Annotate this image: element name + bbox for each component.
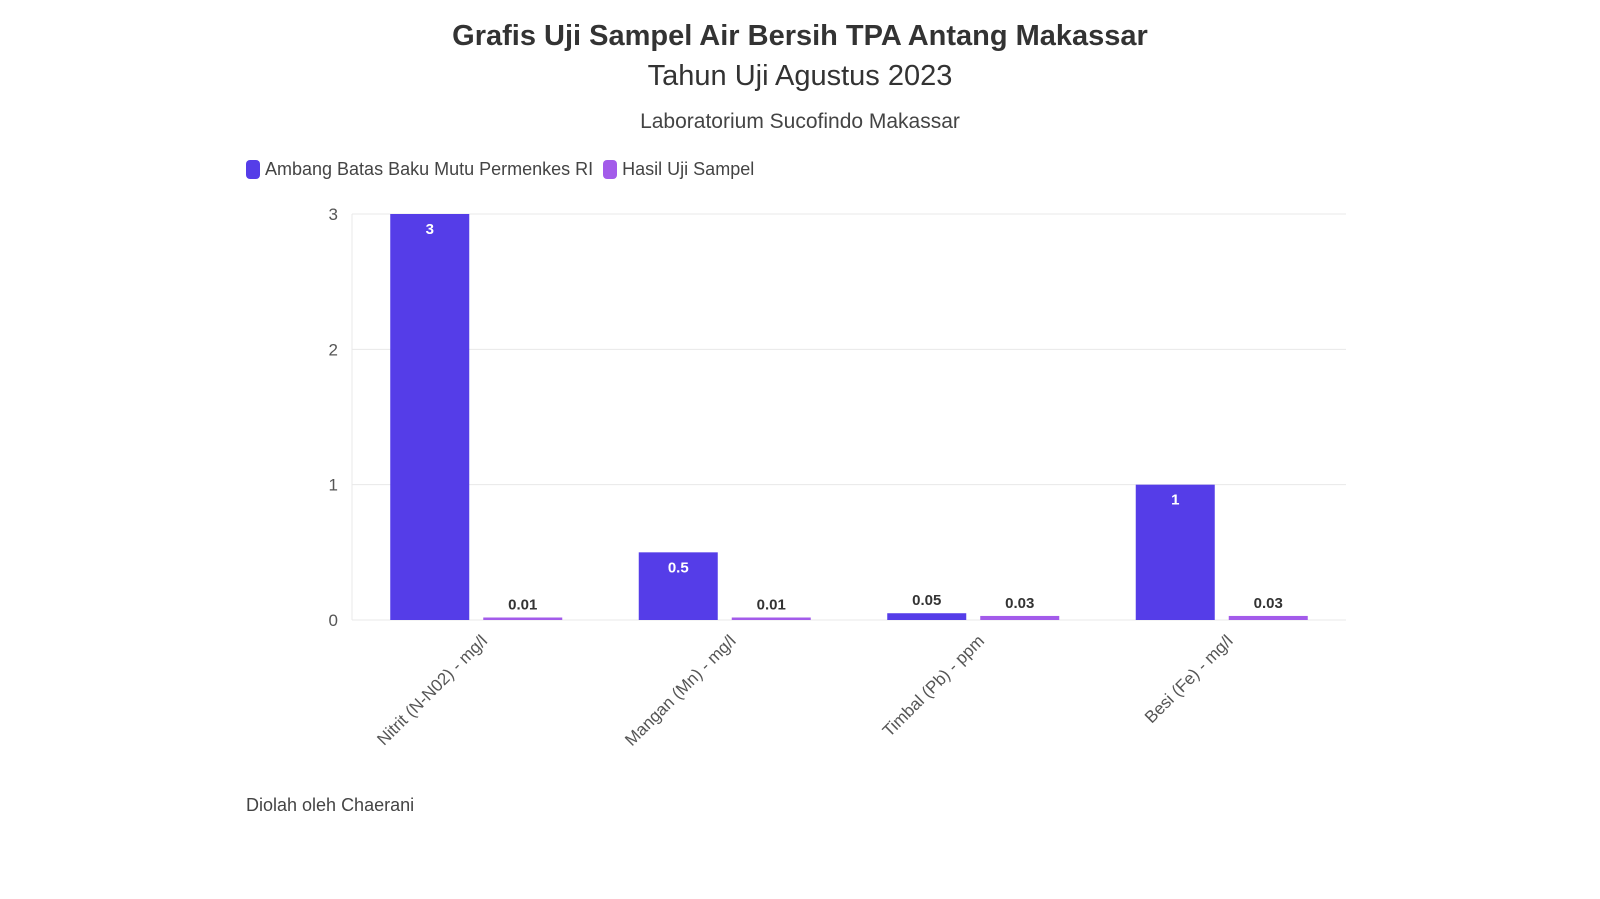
- bar: [638, 552, 718, 620]
- bar: [1228, 615, 1308, 620]
- x-tick-label: Timbal (Pb) - ppm: [879, 631, 988, 740]
- bar: [887, 613, 967, 620]
- bar-value-label: 0.5: [668, 559, 689, 576]
- bar-value-label: 0.01: [757, 597, 786, 614]
- legend-label-threshold: Ambang Batas Baku Mutu Permenkes RI: [265, 158, 594, 179]
- bar-chart: 0 1 2 3 3 0.01 Nitrit (N-N02) - mg/l 0.5 0.01 Man…: [329, 205, 1346, 750]
- bar: [483, 617, 563, 620]
- chart-source: Laboratorium Sucofindo Makassar: [640, 110, 960, 133]
- x-tick-label: Mangan (Mn) - mg/l: [621, 631, 739, 749]
- bar: [390, 214, 470, 620]
- chart-footnote: Diolah oleh Chaerani: [246, 795, 415, 815]
- y-tick-label: 3: [329, 205, 338, 224]
- x-tick-label: Nitrit (N-N02) - mg/l: [373, 631, 491, 749]
- bar: [731, 617, 811, 620]
- chart-title: Grafis Uji Sampel Air Bersih TPA Antang …: [452, 20, 1148, 52]
- y-tick-label: 1: [329, 476, 338, 495]
- x-tick-label: Besi (Fe) - mg/l: [1141, 631, 1237, 727]
- legend-item-sample[interactable]: Hasil Uji Sampel: [603, 159, 754, 180]
- bar: [980, 615, 1060, 620]
- bar-value-label: 3: [426, 221, 434, 238]
- bar-value-label: 1: [1171, 492, 1179, 509]
- legend-item-threshold[interactable]: Ambang Batas Baku Mutu Permenkes RI: [246, 159, 593, 180]
- bar-value-label: 0.03: [1254, 595, 1283, 612]
- chart-legend: Ambang Batas Baku Mutu Permenkes RI Hasi…: [246, 157, 764, 181]
- y-tick-label: 2: [329, 340, 338, 359]
- bar-value-label: 0.03: [1005, 595, 1034, 612]
- chart-subtitle: Tahun Uji Agustus 2023: [647, 60, 953, 92]
- bar-value-label: 0.05: [912, 592, 941, 609]
- legend-label-sample: Hasil Uji Sampel: [622, 158, 755, 179]
- y-tick-label: 0: [329, 611, 338, 630]
- legend-swatch-threshold: [246, 159, 260, 179]
- legend-swatch-sample: [603, 159, 618, 179]
- bar: [1135, 484, 1215, 620]
- bar-value-label: 0.01: [508, 597, 537, 614]
